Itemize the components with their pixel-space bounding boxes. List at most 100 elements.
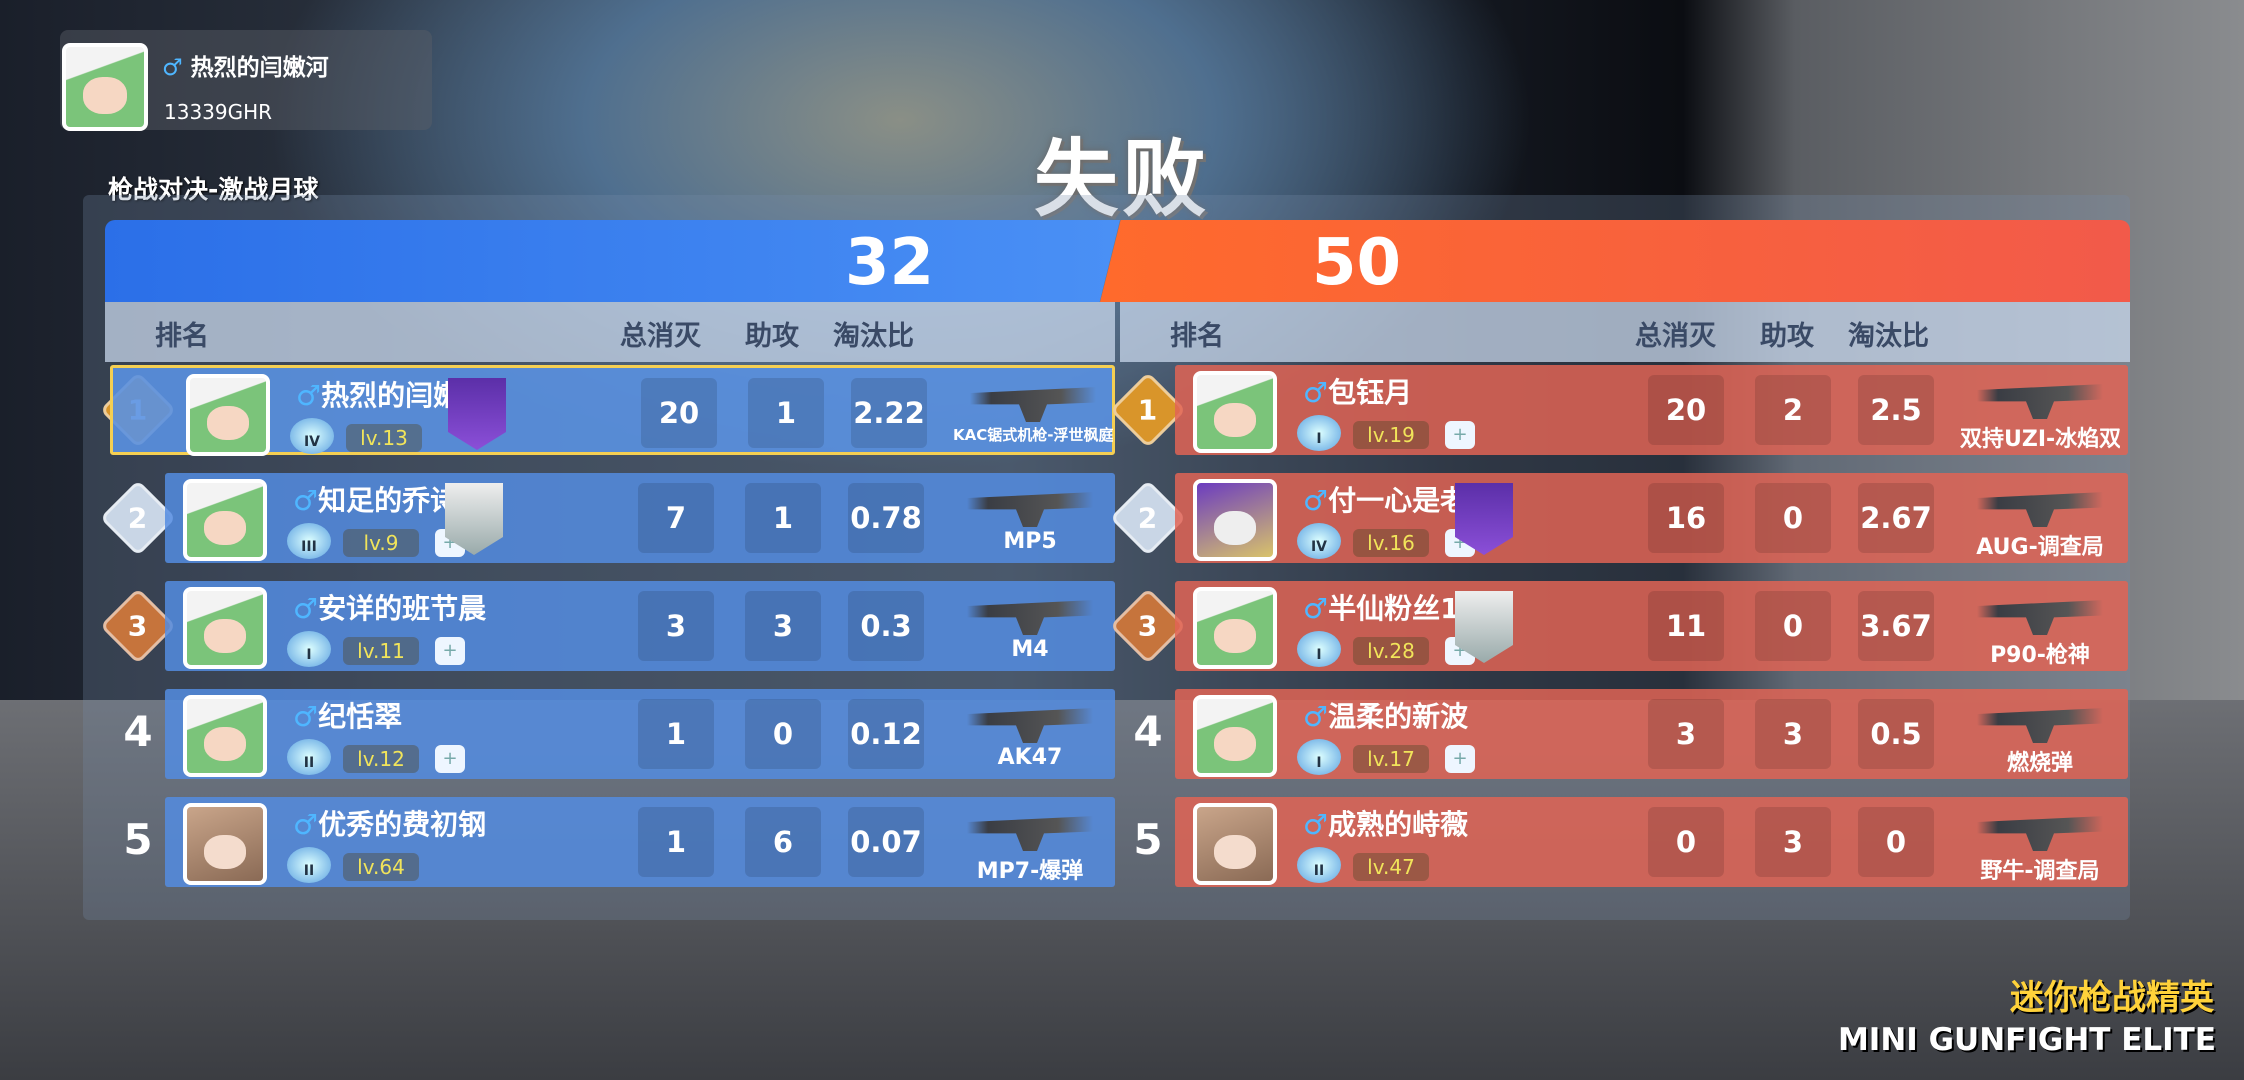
player-row[interactable]: ♂优秀的费初钢 II lv.64 1 6 0.07 MP7-爆弹 bbox=[165, 797, 1115, 887]
male-icon: ♂ bbox=[1303, 592, 1329, 625]
weapon-name: AUG-调查局 bbox=[1976, 535, 2104, 560]
player-avatar[interactable] bbox=[1193, 695, 1277, 777]
level-badge: lv.19 bbox=[1353, 421, 1429, 449]
male-icon: ♂ bbox=[1303, 484, 1329, 517]
assists-cell: 6 bbox=[745, 807, 821, 877]
player-name: 成熟的峙薇 bbox=[1328, 808, 1469, 841]
player-avatar[interactable] bbox=[1193, 479, 1277, 561]
player-row[interactable]: ♂付一心是老鼠 IV lv.16 +16 0 2.67 AUG-调查局 bbox=[1175, 473, 2128, 563]
ratio-cell: 0.07 bbox=[848, 807, 924, 877]
player-name: 包钰月 bbox=[1328, 376, 1413, 409]
assists-cell: 3 bbox=[1755, 807, 1831, 877]
weapon-icon bbox=[960, 599, 1100, 635]
weapon-name: P90-枪神 bbox=[1990, 643, 2090, 668]
player-avatar[interactable] bbox=[183, 587, 267, 669]
ratio-cell: 2.5 bbox=[1858, 375, 1934, 445]
weapon-name: 燃烧弹 bbox=[2006, 751, 2073, 776]
level-badge: lv.11 bbox=[343, 637, 419, 665]
player-id: 13339GHR bbox=[164, 100, 273, 124]
kills-cell: 16 bbox=[1648, 483, 1724, 553]
tier-badge-icon: IV bbox=[1297, 523, 1341, 559]
tier-badge-icon: II bbox=[287, 847, 331, 883]
header-rank: 排名 bbox=[155, 321, 209, 352]
player-name: 半仙粉丝11 bbox=[1328, 592, 1480, 625]
assists-cell: 0 bbox=[745, 699, 821, 769]
add-friend-icon[interactable]: + bbox=[1445, 421, 1475, 449]
player-row[interactable]: ♂热烈的闫嫩河 IV lv.13 20 1 2.22 KAC锯式机枪-浮世枫庭 bbox=[110, 365, 1115, 456]
male-icon: ♂ bbox=[293, 808, 319, 841]
tier-badge-icon: I bbox=[1297, 739, 1341, 775]
tier-badge-icon: I bbox=[1297, 631, 1341, 667]
rank-badge: 4 bbox=[1133, 707, 1163, 756]
weapon-name: MP5 bbox=[1003, 529, 1057, 554]
male-icon: ♂ bbox=[293, 700, 319, 733]
kills-cell: 7 bbox=[638, 483, 714, 553]
assists-cell: 3 bbox=[745, 591, 821, 661]
tier-badge-icon: II bbox=[287, 739, 331, 775]
player-avatar[interactable] bbox=[1193, 803, 1277, 885]
ratio-cell: 0.12 bbox=[848, 699, 924, 769]
game-logo-cn: 迷你枪战精英 bbox=[2010, 978, 2214, 1018]
player-row[interactable]: ♂知足的乔诗纨 III lv.9 +7 1 0.78 MP5 bbox=[165, 473, 1115, 563]
player-name: 纪恬翠 bbox=[318, 700, 403, 733]
player-avatar[interactable] bbox=[186, 374, 270, 456]
rank-badge: 4 bbox=[123, 707, 153, 756]
add-friend-icon[interactable]: + bbox=[435, 745, 465, 773]
result-title: 失败 bbox=[1033, 130, 1210, 228]
add-friend-icon[interactable]: + bbox=[1445, 745, 1475, 773]
player-avatar bbox=[62, 43, 148, 131]
player-name: 安详的班节晨 bbox=[318, 592, 487, 625]
header-ratio: 淘汰比 bbox=[833, 321, 914, 352]
player-row[interactable]: ♂安详的班节晨 I lv.11 +3 3 0.3 M4 bbox=[165, 581, 1115, 671]
clan-emblem-icon bbox=[448, 378, 506, 450]
rank-badge: 5 bbox=[1133, 815, 1163, 864]
tier-badge-icon: II bbox=[1297, 847, 1341, 883]
weapon-name: 双持UZI-冰焰双生 bbox=[1960, 427, 2120, 452]
ratio-cell: 0.5 bbox=[1858, 699, 1934, 769]
header-kills: 总消灭 bbox=[1635, 321, 1716, 352]
kills-cell: 1 bbox=[638, 807, 714, 877]
player-avatar[interactable] bbox=[1193, 587, 1277, 669]
player-avatar[interactable] bbox=[183, 695, 267, 777]
weapon-icon bbox=[1970, 815, 2110, 851]
player-avatar[interactable] bbox=[183, 803, 267, 885]
player-row[interactable]: ♂纪恬翠 II lv.12 +1 0 0.12 AK47 bbox=[165, 689, 1115, 779]
weapon-icon bbox=[1970, 707, 2110, 743]
weapon-icon bbox=[960, 707, 1100, 743]
kills-cell: 0 bbox=[1648, 807, 1724, 877]
mode-title: 枪战对决-激战月球 bbox=[108, 175, 319, 204]
player-row[interactable]: ♂温柔的新波 I lv.17 +3 3 0.5 燃烧弹 bbox=[1175, 689, 2128, 779]
ratio-cell: 2.67 bbox=[1858, 483, 1934, 553]
blue-score: 32 bbox=[845, 226, 935, 300]
assists-cell: 0 bbox=[1755, 591, 1831, 661]
player-row[interactable]: ♂成熟的峙薇 II lv.47 0 3 0 野牛-调查局 bbox=[1175, 797, 2128, 887]
level-badge: lv.16 bbox=[1353, 529, 1429, 557]
blue-header-row: 排名 总消灭 助攻 淘汰比 bbox=[105, 302, 1115, 362]
player-avatar[interactable] bbox=[183, 479, 267, 561]
male-icon: ♂ bbox=[1303, 700, 1329, 733]
weapon-icon bbox=[960, 815, 1100, 851]
level-badge: lv.47 bbox=[1353, 853, 1429, 881]
assists-cell: 0 bbox=[1755, 483, 1831, 553]
male-icon: ♂ bbox=[1303, 808, 1329, 841]
level-badge: lv.13 bbox=[346, 424, 422, 452]
blue-team-bar bbox=[105, 220, 1120, 302]
kills-cell: 3 bbox=[638, 591, 714, 661]
assists-cell: 1 bbox=[745, 483, 821, 553]
player-card[interactable]: ♂ 热烈的闫嫩河 13339GHR bbox=[60, 30, 432, 131]
weapon-icon bbox=[960, 491, 1100, 527]
tier-badge-icon: III bbox=[287, 523, 331, 559]
add-friend-icon[interactable]: + bbox=[435, 637, 465, 665]
level-badge: lv.9 bbox=[343, 529, 419, 557]
player-row[interactable]: ♂半仙粉丝11 I lv.28 +11 0 3.67 P90-枪神 bbox=[1175, 581, 2128, 671]
level-badge: lv.64 bbox=[343, 853, 419, 881]
kills-cell: 11 bbox=[1648, 591, 1724, 661]
weapon-name: KAC锯式机枪-浮世枫庭 bbox=[953, 426, 1113, 444]
male-icon: ♂ bbox=[162, 55, 183, 81]
assists-cell: 3 bbox=[1755, 699, 1831, 769]
male-icon: ♂ bbox=[1303, 376, 1329, 409]
level-badge: lv.28 bbox=[1353, 637, 1429, 665]
assists-cell: 1 bbox=[748, 378, 824, 448]
player-row[interactable]: ♂包钰月 I lv.19 +20 2 2.5 双持UZI-冰焰双生 bbox=[1175, 365, 2128, 455]
player-avatar[interactable] bbox=[1193, 371, 1277, 453]
